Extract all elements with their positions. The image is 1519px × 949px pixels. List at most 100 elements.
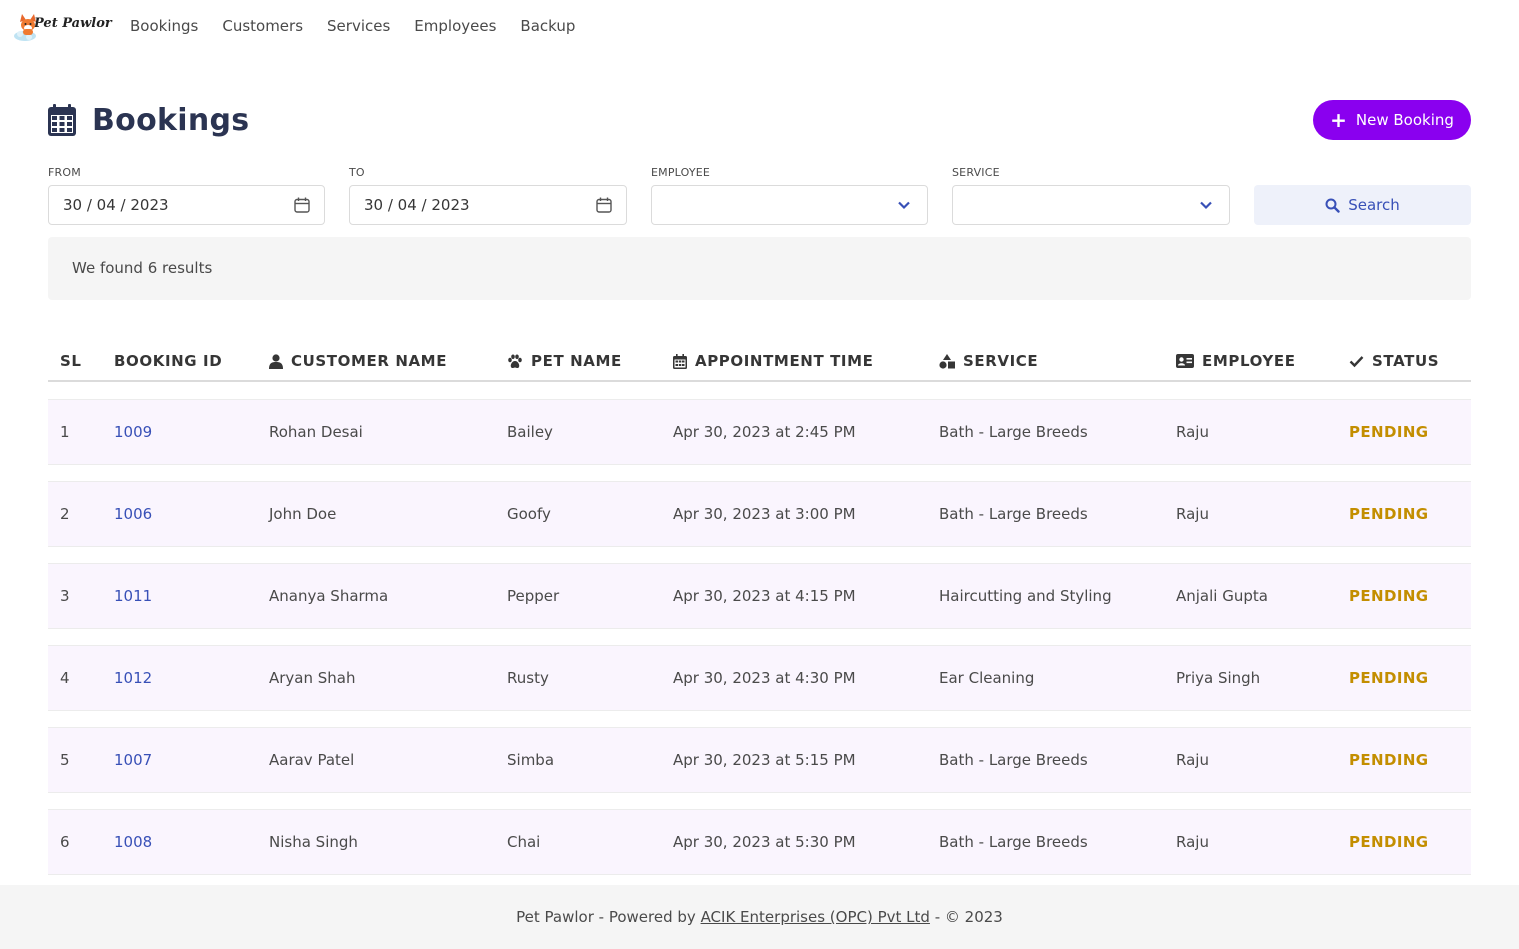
cell-pet-name: Bailey (507, 423, 553, 441)
status-badge: PENDING (1349, 669, 1429, 687)
chevron-down-icon (1200, 201, 1212, 210)
cell-appointment-time: Apr 30, 2023 at 2:45 PM (673, 423, 856, 441)
page-header: Bookings + New Booking (48, 100, 1471, 140)
nav-menu: Bookings Customers Services Employees Ba… (118, 0, 587, 52)
calendar-picker-icon[interactable] (596, 197, 612, 213)
results-notice: We found 6 results (48, 237, 1471, 300)
status-badge: PENDING (1349, 833, 1429, 851)
table-row: 2 1006 John Doe Goofy Apr 30, 2023 at 3:00 P… (48, 481, 1471, 547)
cell-sl: 3 (60, 587, 70, 605)
page-title: Bookings (92, 102, 250, 138)
calendar-icon (673, 353, 687, 369)
cell-appointment-time: Apr 30, 2023 at 5:15 PM (673, 751, 856, 769)
chevron-down-icon (898, 201, 910, 210)
nav-item-employees[interactable]: Employees (414, 17, 497, 35)
user-icon (269, 353, 283, 369)
from-label: FROM (48, 166, 81, 179)
status-badge: PENDING (1349, 751, 1429, 769)
col-header-sl[interactable]: SL (60, 340, 82, 382)
search-label: Search (1348, 196, 1400, 214)
search-button[interactable]: Search (1254, 185, 1471, 225)
service-field: SERVICE (952, 166, 1230, 184)
col-header-customer-name[interactable]: CUSTOMER NAME (269, 340, 447, 382)
status-badge: PENDING (1349, 587, 1429, 605)
col-header-label: STATUS (1372, 352, 1440, 370)
cell-pet-name: Goofy (507, 505, 551, 523)
booking-id-link[interactable]: 1011 (114, 587, 153, 605)
cell-service: Ear Cleaning (939, 669, 1035, 687)
cell-customer-name: Aarav Patel (269, 751, 355, 769)
service-select[interactable] (952, 185, 1230, 225)
cell-appointment-time: Apr 30, 2023 at 4:15 PM (673, 587, 856, 605)
cell-appointment-time: Apr 30, 2023 at 5:30 PM (673, 833, 856, 851)
filter-bar: FROM 30 / 04 / 2023 TO 30 / 04 / 2023 EM… (48, 166, 1471, 226)
calendar-icon (48, 104, 76, 136)
booking-id-link[interactable]: 1006 (114, 505, 153, 523)
from-date-input[interactable]: 30 / 04 / 2023 (48, 185, 325, 225)
id-card-icon (1176, 354, 1194, 368)
cell-sl: 5 (60, 751, 70, 769)
cell-customer-name: Rohan Desai (269, 423, 363, 441)
top-navbar: Pet Pawlor Bookings Customers Services E… (0, 0, 1519, 52)
col-header-pet-name[interactable]: PET NAME (507, 340, 622, 382)
footer-company-link[interactable]: ACIK Enterprises (OPC) Pvt Ltd (700, 908, 930, 926)
bookings-table: SL BOOKING ID CUSTOMER NAME PET NAME (48, 340, 1471, 875)
cell-customer-name: John Doe (269, 505, 337, 523)
booking-id-link[interactable]: 1012 (114, 669, 153, 687)
from-field: FROM (48, 166, 325, 184)
col-header-booking-id[interactable]: BOOKING ID (114, 340, 222, 382)
cell-appointment-time: Apr 30, 2023 at 4:30 PM (673, 669, 856, 687)
col-header-label: BOOKING ID (114, 352, 223, 370)
footer-prefix: Pet Pawlor - Powered by (516, 908, 701, 926)
col-header-employee[interactable]: EMPLOYEE (1176, 340, 1296, 382)
from-date-value: 30 / 04 / 2023 (63, 196, 169, 214)
col-header-service[interactable]: SERVICE (939, 340, 1038, 382)
fox-logo-icon (14, 14, 36, 41)
status-badge: PENDING (1349, 423, 1429, 441)
col-header-label: PET NAME (531, 352, 622, 370)
cell-sl: 4 (60, 669, 70, 687)
cell-employee: Raju (1176, 505, 1209, 523)
col-header-label: CUSTOMER NAME (291, 352, 448, 370)
table-row: 5 1007 Aarav Patel Simba Apr 30, 2023 at 5:1… (48, 727, 1471, 793)
nav-item-bookings[interactable]: Bookings (130, 17, 199, 35)
cell-pet-name: Pepper (507, 587, 560, 605)
new-booking-button[interactable]: + New Booking (1313, 100, 1471, 140)
col-header-label: EMPLOYEE (1202, 352, 1296, 370)
col-header-status[interactable]: STATUS (1349, 340, 1439, 382)
nav-item-customers[interactable]: Customers (222, 17, 304, 35)
brand-logo[interactable]: Pet Pawlor (12, 0, 118, 52)
cell-service: Bath - Large Breeds (939, 505, 1088, 523)
footer-suffix: - © 2023 (929, 908, 1003, 926)
table-row: 6 1008 Nisha Singh Chai Apr 30, 2023 at 5:30… (48, 809, 1471, 875)
to-label: TO (349, 166, 365, 179)
booking-id-link[interactable]: 1007 (114, 751, 153, 769)
cell-service: Bath - Large Breeds (939, 751, 1088, 769)
table-header: SL BOOKING ID CUSTOMER NAME PET NAME (48, 340, 1471, 382)
to-field: TO (349, 166, 627, 184)
brand-name: Pet Pawlor (34, 15, 112, 31)
calendar-picker-icon[interactable] (294, 197, 310, 213)
cell-pet-name: Simba (507, 751, 555, 769)
col-header-label: APPOINTMENT TIME (695, 352, 874, 370)
col-header-appointment-time[interactable]: APPOINTMENT TIME (673, 340, 873, 382)
plus-icon: + (1330, 108, 1347, 132)
shapes-icon (939, 353, 955, 369)
cell-sl: 1 (60, 423, 70, 441)
booking-id-link[interactable]: 1009 (114, 423, 153, 441)
booking-id-link[interactable]: 1008 (114, 833, 153, 851)
cell-sl: 6 (60, 833, 70, 851)
nav-item-services[interactable]: Services (327, 17, 391, 35)
nav-item-backup[interactable]: Backup (520, 17, 576, 35)
cell-employee: Raju (1176, 833, 1209, 851)
cell-service: Bath - Large Breeds (939, 423, 1088, 441)
cell-employee: Raju (1176, 751, 1209, 769)
cell-service: Bath - Large Breeds (939, 833, 1088, 851)
title-wrap: Bookings (48, 100, 249, 140)
paw-icon (508, 354, 522, 368)
employee-label: EMPLOYEE (651, 166, 711, 179)
employee-select[interactable] (651, 185, 928, 225)
to-date-input[interactable]: 30 / 04 / 2023 (349, 185, 627, 225)
table-row: 1 1009 Rohan Desai Bailey Apr 30, 2023 at 2:… (48, 399, 1471, 465)
cell-employee: Raju (1176, 423, 1209, 441)
